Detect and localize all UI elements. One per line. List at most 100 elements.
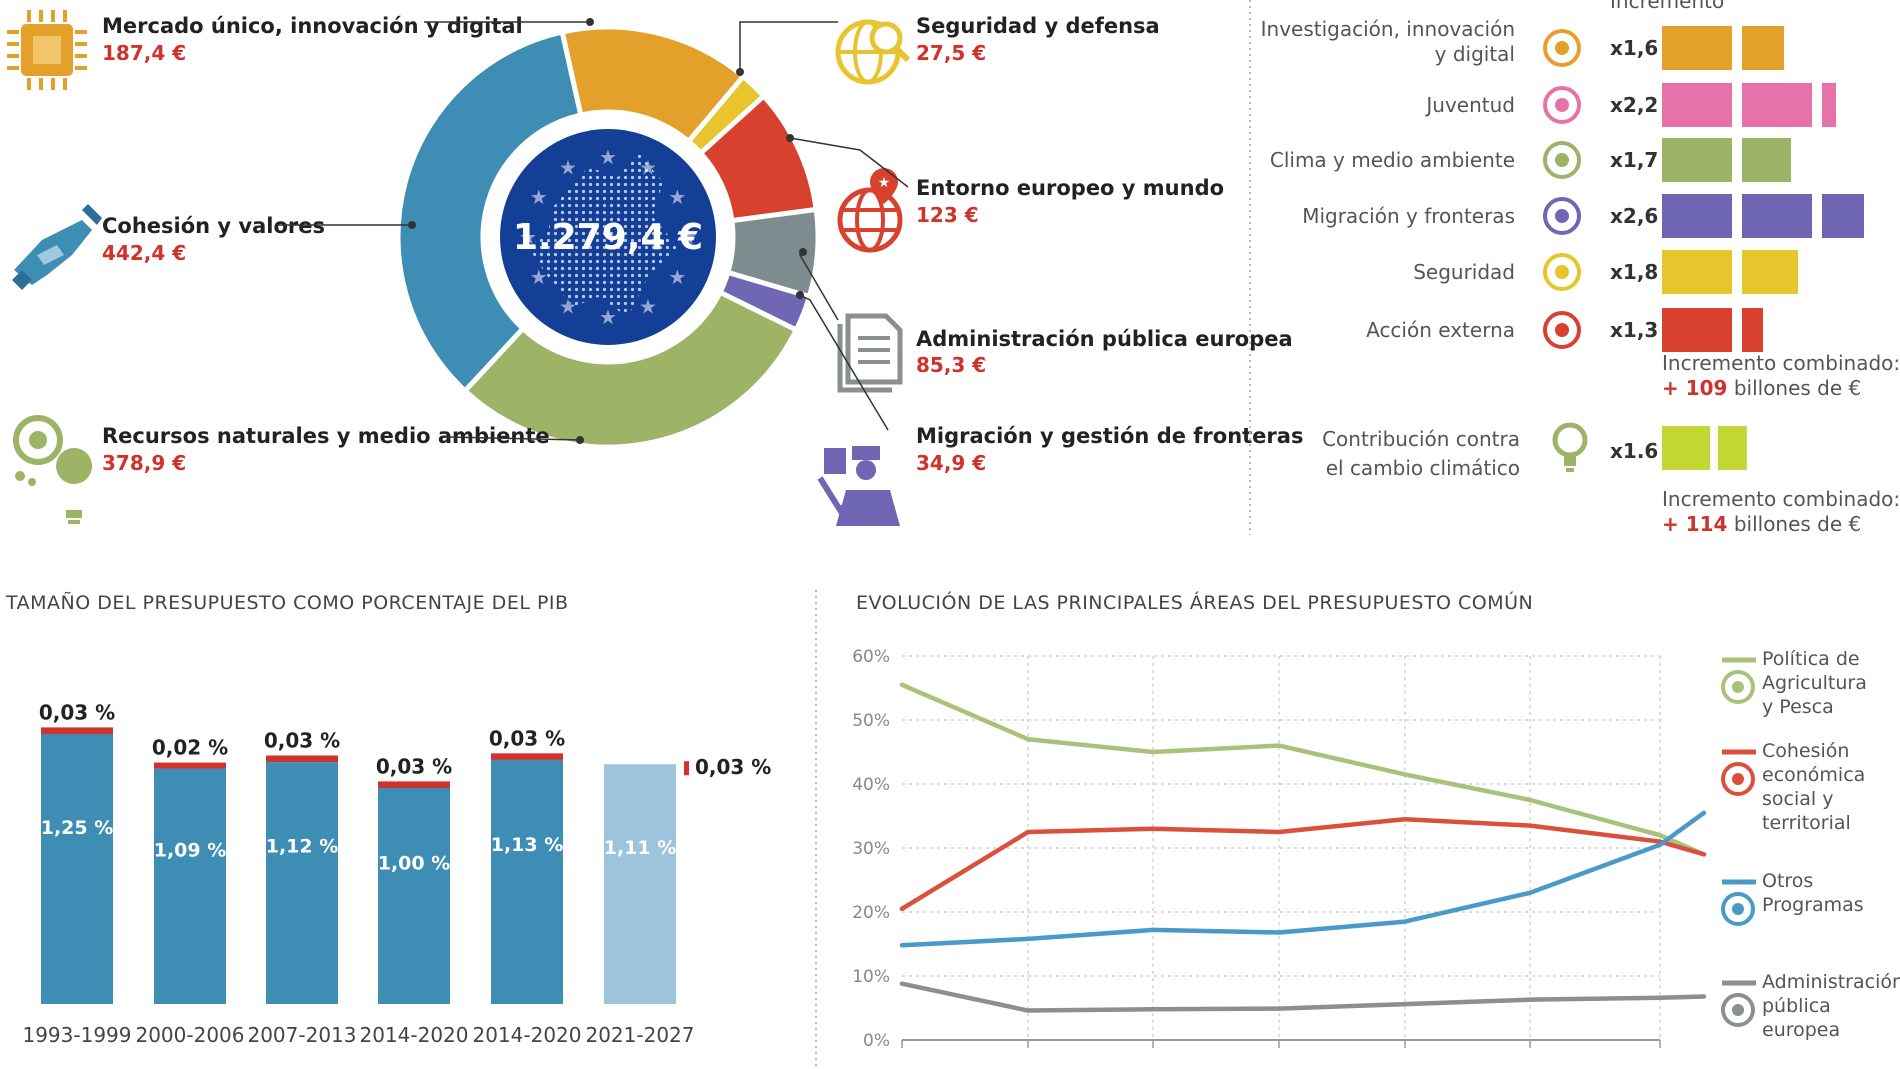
eu-star: ★ <box>668 265 686 289</box>
flower-icon <box>1543 141 1581 179</box>
gdp-category-label: 2021-2027 <box>585 1023 694 1047</box>
gdp-bar-label: 1,13 % <box>491 834 564 856</box>
evo-ytick-label: 60% <box>852 647 890 667</box>
eu-star: ★ <box>530 185 548 209</box>
eu-star: ★ <box>668 185 686 209</box>
gdp-bar-top <box>41 727 113 734</box>
climate-row: Contribución contra el cambio climático … <box>1322 422 1747 480</box>
globe-search-icon <box>835 19 911 85</box>
gdp-bar <box>491 759 563 1004</box>
evo-series-line <box>899 981 1707 1013</box>
svg-text:★: ★ <box>878 175 891 191</box>
eu-star: ★ <box>559 294 577 318</box>
label-recursos-name: Recursos naturales y medio ambiente <box>102 424 550 448</box>
evo-series-line <box>899 810 1707 948</box>
label-entorno-name: Entorno europeo y mundo <box>916 176 1224 200</box>
eu-star: ★ <box>599 305 617 329</box>
gdp-chart-title: TAMAÑO DEL PRESUPUESTO COMO PORCENTAJE D… <box>5 591 569 614</box>
label-migracion: Migración y gestión de fronteras 34,9 € <box>796 291 1303 475</box>
label-administracion-value: 85,3 € <box>916 353 986 377</box>
label-recursos-value: 378,9 € <box>102 451 186 475</box>
leaf-bulb-icon <box>13 415 93 524</box>
label-entorno-value: 123 € <box>916 203 979 227</box>
handshake-icon <box>12 204 102 290</box>
increment-bar-extra <box>1742 26 1784 70</box>
donut-slice <box>461 289 800 450</box>
label-cohesion: Cohesión y valores 442,4 € <box>102 214 416 265</box>
label-mercado-value: 187,4 € <box>102 41 186 65</box>
evo-legend-label: territorial <box>1762 812 1851 834</box>
globe-pin-icon: ★ <box>837 168 903 253</box>
evo-legend-label: pública <box>1762 995 1831 1017</box>
gdp-category-label: 2014-2020 <box>359 1023 468 1047</box>
increment-bar-base <box>1662 138 1732 182</box>
increment-row-label: Juventud <box>1424 93 1515 117</box>
evolution-section: EVOLUCIÓN DE LAS PRINCIPALES ÁREAS DEL P… <box>852 590 1900 1051</box>
increment-row-mult: x2,2 <box>1610 93 1658 117</box>
increment-header: Incremento <box>1610 0 1724 13</box>
evolution-chart-title: EVOLUCIÓN DE LAS PRINCIPALES ÁREAS DEL P… <box>856 590 1533 614</box>
eu-star: ★ <box>519 225 537 249</box>
evo-legend-label: Agricultura <box>1762 672 1867 694</box>
increment-row-label-2: y digital <box>1435 42 1515 66</box>
increment-row-mult: x1,8 <box>1610 260 1658 284</box>
label-cohesion-value: 442,4 € <box>102 241 186 265</box>
label-entorno: Entorno europeo y mundo 123 € <box>786 134 1224 227</box>
combined-1-label: Incremento combinado: <box>1662 351 1900 375</box>
climate-mult: x1.6 <box>1610 439 1658 463</box>
eu-star: ★ <box>530 265 548 289</box>
climate-bars <box>1662 426 1747 470</box>
gdp-bar-top <box>266 755 338 763</box>
label-seguridad-name: Seguridad y defensa <box>916 14 1160 38</box>
eu-star: ★ <box>639 294 657 318</box>
chip-icon <box>1543 29 1581 67</box>
increment-row-label: Acción externa <box>1366 318 1515 342</box>
climate-label-1: Contribución contra <box>1322 427 1520 451</box>
combined-2-text: + 114 billones de € <box>1662 512 1861 536</box>
gdp-bar-label: 1,12 % <box>266 835 339 857</box>
gdp-bar <box>378 788 450 1004</box>
evo-legend-label: Programas <box>1762 894 1864 916</box>
gdp-bar-top <box>154 762 226 769</box>
label-administracion: Administración pública europea 85,3 € <box>799 248 1293 377</box>
evo-legend-label: Administración <box>1762 971 1900 993</box>
gdp-category-label: 2000-2006 <box>135 1023 244 1047</box>
donut-section: ★ ★ ★ ★ ★ ★ ★ ★ ★ ★ ★ ★ 1.279,4 € <box>7 10 1303 526</box>
gdp-top-label: 0,03 % <box>376 754 452 778</box>
increment-row: Acción externa x1,3 <box>1366 308 1763 352</box>
gdp-top-label: 0,03 % <box>489 726 565 750</box>
evo-legend-label: social y <box>1762 788 1833 810</box>
gdp-bar <box>41 734 113 1004</box>
increment-row: Migración y fronteras x2,6 <box>1302 194 1864 238</box>
increment-bar-extra <box>1742 83 1812 127</box>
climate-label-2: el cambio climático <box>1326 456 1520 480</box>
gdp-top-label: 0,02 % <box>152 736 228 760</box>
increment-bar-extra <box>1742 194 1812 238</box>
youth-icon <box>1543 86 1581 124</box>
gdp-bar-label: 1,11 % <box>604 837 677 859</box>
increment-bar-extra <box>1822 194 1864 238</box>
label-administracion-name: Administración pública europea <box>916 327 1293 351</box>
combined-2-suffix: billones de € <box>1727 512 1861 536</box>
eu-globe: ★ ★ ★ ★ ★ ★ ★ ★ ★ ★ ★ ★ 1.279,4 € <box>492 121 724 353</box>
evo-ytick-label: 10% <box>852 967 890 987</box>
label-cohesion-name: Cohesión y valores <box>102 214 325 238</box>
increment-bar-base <box>1662 194 1732 238</box>
increment-bar-base <box>1662 26 1732 70</box>
evo-legend-label: y Pesca <box>1762 696 1834 718</box>
gdp-bar-top <box>491 753 563 760</box>
increment-row-label: Migración y fronteras <box>1302 204 1515 228</box>
increment-bar-extra <box>1822 83 1836 127</box>
label-seguridad: Seguridad y defensa 27,5 € <box>736 14 1160 76</box>
combined-1-value: + 109 <box>1662 376 1727 400</box>
evo-series-line <box>899 816 1707 912</box>
climate-bar-base <box>1662 426 1710 470</box>
eu-star: ★ <box>639 156 657 180</box>
gdp-top-label: 0,03 % <box>695 755 771 779</box>
eu-star: ★ <box>599 145 617 169</box>
